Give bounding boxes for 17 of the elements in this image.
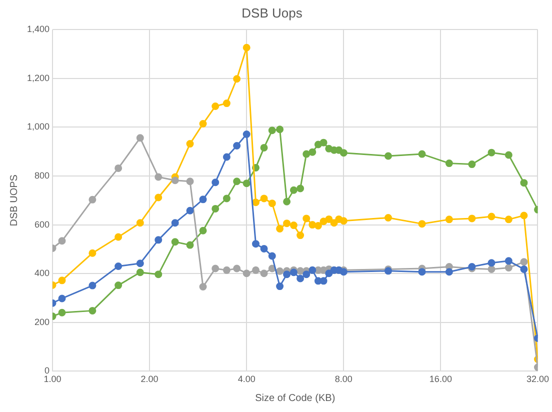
y-tick-label: 600 — [34, 219, 50, 230]
x-tick-label: 8.00 — [334, 374, 352, 384]
x-tick-label: 16.00 — [429, 374, 452, 384]
y-tick-label: 1,000 — [26, 122, 50, 132]
chart-title: DSB Uops — [242, 5, 303, 20]
y-tick-label: 400 — [34, 268, 50, 278]
y-tick-label: 200 — [34, 316, 50, 327]
y-tick-label: 1,400 — [26, 24, 50, 34]
x-tick-label: 2.00 — [140, 374, 158, 384]
x-tick-label: 1.00 — [44, 374, 62, 384]
y-axis-title: DSB UOPS — [8, 174, 20, 226]
x-axis-title: Size of Code (KB) — [255, 392, 336, 404]
y-tick-label: 1,200 — [26, 72, 50, 83]
x-tick-label: 4.00 — [238, 374, 256, 384]
y-tick-label: 0 — [44, 366, 50, 376]
y-tick-label: 800 — [34, 170, 50, 180]
x-tick-label: 32.00 — [526, 374, 550, 384]
